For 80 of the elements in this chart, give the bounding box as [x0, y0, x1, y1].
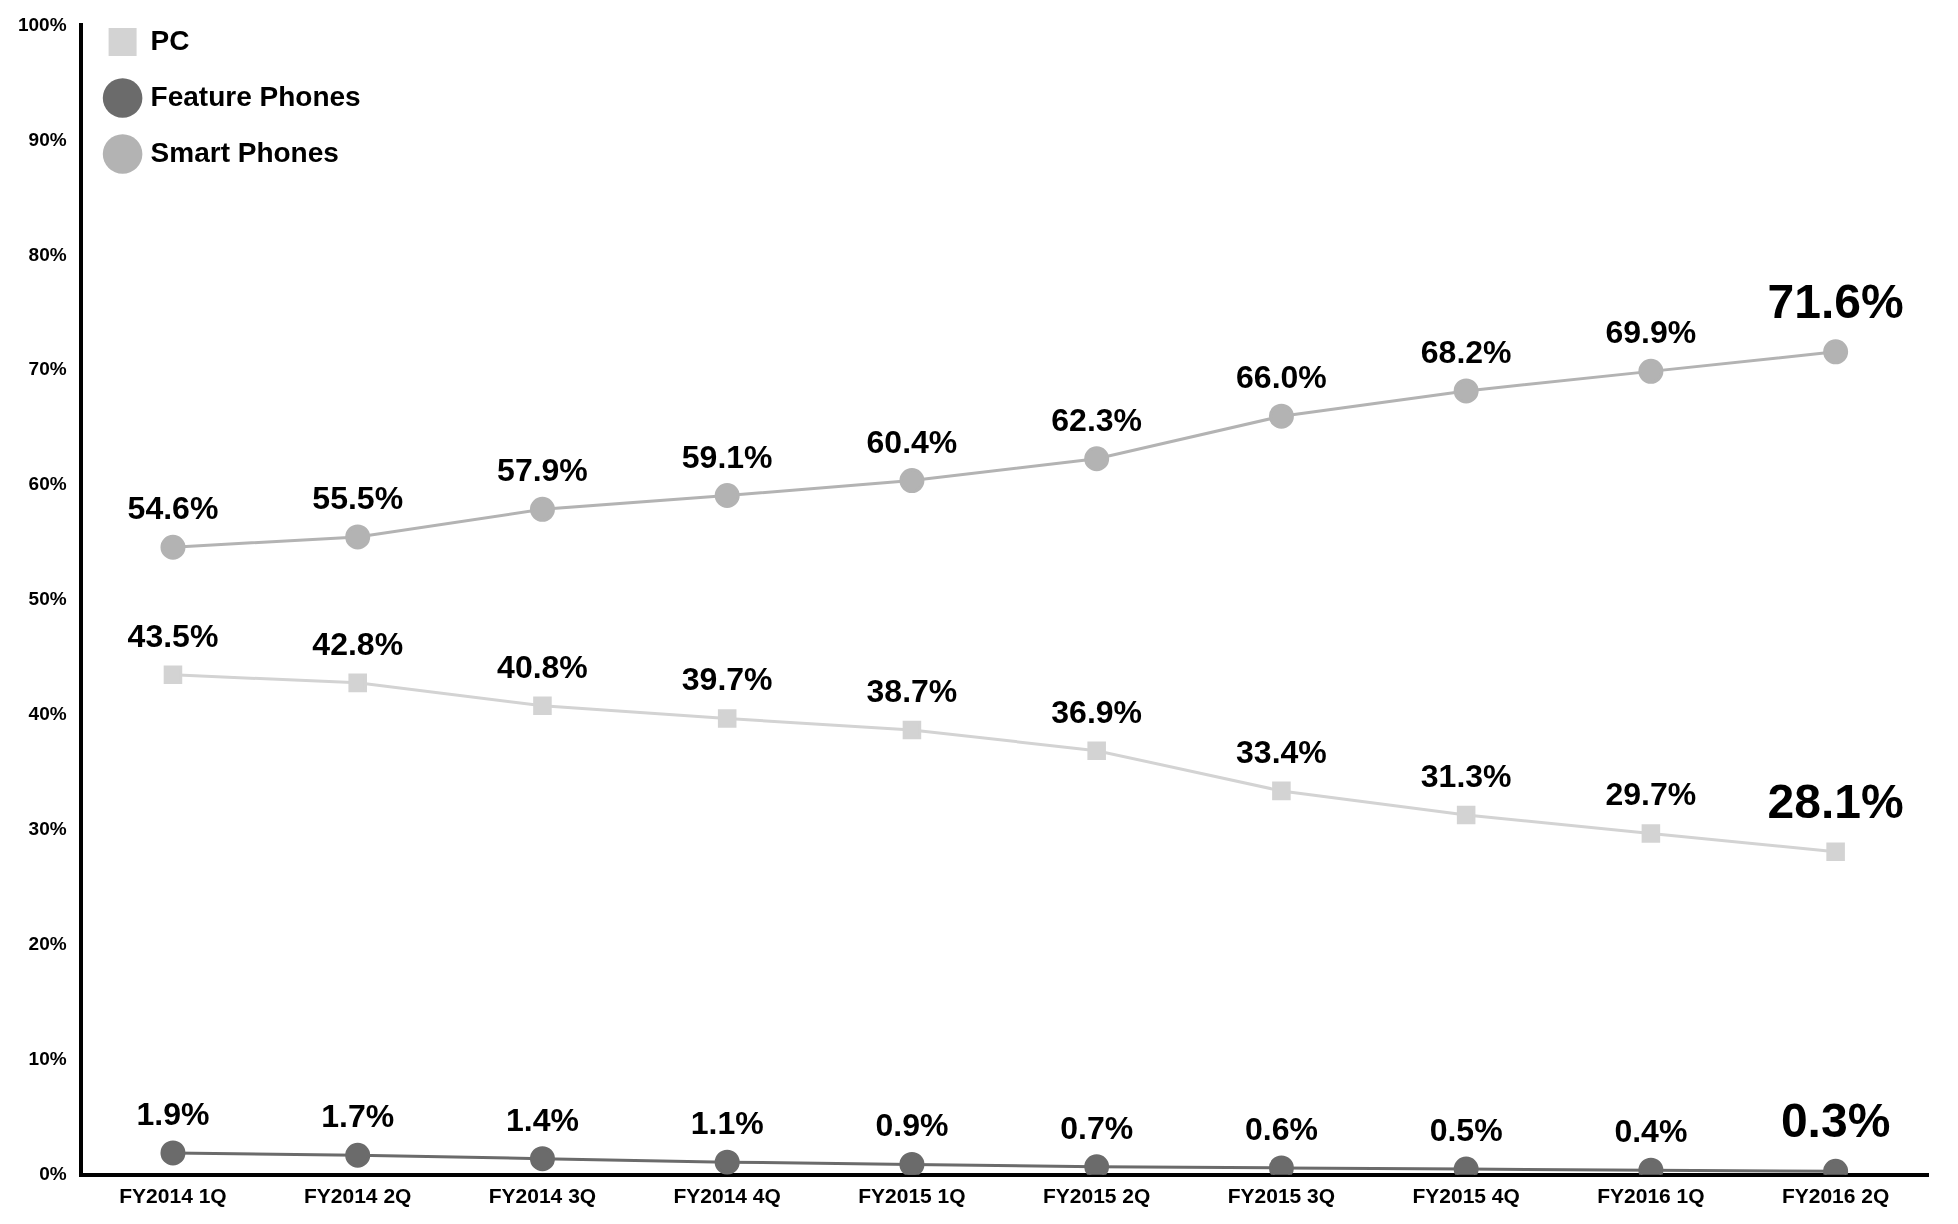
point [1641, 824, 1661, 843]
point [160, 534, 186, 560]
point [902, 720, 922, 740]
point [1456, 805, 1476, 825]
point [1087, 741, 1106, 760]
point [1453, 378, 1479, 404]
point [1268, 403, 1294, 429]
data-label: 1.1% [690, 1105, 764, 1142]
data-label: 1.9% [136, 1095, 210, 1132]
point [899, 468, 925, 494]
y-tick-label: 30% [28, 818, 67, 840]
data-label: 69.9% [1605, 314, 1697, 351]
data-label: 1.7% [321, 1098, 395, 1135]
legend-label: Feature Phones [150, 80, 361, 112]
x-tick-label: FY2014 3Q [488, 1184, 597, 1208]
y-tick-label: 90% [28, 128, 67, 150]
y-tick-label: 10% [28, 1048, 67, 1070]
x-tick-label: FY2016 1Q [1597, 1184, 1705, 1208]
data-label: 71.6% [1767, 274, 1904, 328]
point [529, 496, 555, 522]
x-tick-label: FY2014 4Q [673, 1184, 781, 1208]
data-label: 57.9% [497, 452, 588, 489]
data-label: 39.7% [681, 661, 773, 698]
data-label: 68.2% [1420, 333, 1512, 370]
point [529, 1146, 555, 1172]
x-tick-label: FY2015 4Q [1412, 1184, 1520, 1208]
y-tick-label: 80% [28, 243, 67, 265]
data-label: 54.6% [127, 490, 219, 527]
point [1084, 446, 1110, 472]
point [163, 665, 183, 685]
point [717, 709, 737, 728]
data-label: 0.6% [1244, 1110, 1318, 1147]
data-label: 0.4% [1614, 1113, 1688, 1150]
data-label: 62.3% [1051, 401, 1143, 438]
data-label: 0.5% [1429, 1112, 1503, 1149]
y-tick-label: 50% [28, 588, 67, 610]
data-label: 0.7% [1060, 1109, 1134, 1146]
point [345, 524, 371, 550]
x-tick-label: FY2015 3Q [1227, 1184, 1336, 1208]
data-label: 66.0% [1236, 359, 1327, 396]
point [899, 1151, 925, 1175]
data-label: 33.4% [1236, 733, 1327, 770]
point [160, 1140, 186, 1166]
point [1272, 781, 1291, 801]
x-tick-label: FY2014 1Q [119, 1184, 227, 1208]
data-label: 42.8% [312, 625, 404, 662]
data-label: 1.4% [505, 1101, 579, 1138]
data-label: 55.5% [312, 479, 404, 516]
data-label: 0.3% [1780, 1094, 1891, 1148]
data-label: 36.9% [1051, 693, 1143, 730]
legend-label: PC [150, 24, 190, 56]
data-label: 31.3% [1420, 758, 1512, 795]
y-tick-label: 100% [17, 13, 67, 35]
y-tick-label: 20% [28, 933, 67, 955]
x-tick-label: FY2014 2Q [304, 1184, 412, 1208]
y-tick-label: 0% [39, 1163, 67, 1185]
point [714, 483, 740, 509]
data-label: 28.1% [1767, 774, 1904, 828]
point [533, 696, 552, 716]
point [1826, 842, 1845, 862]
x-tick-label: FY2015 1Q [858, 1184, 966, 1208]
point [345, 1142, 371, 1168]
point [1084, 1154, 1110, 1175]
data-label: 0.9% [875, 1107, 949, 1144]
point [1823, 339, 1849, 365]
x-tick-label: FY2015 2Q [1042, 1184, 1151, 1208]
data-label: 60.4% [866, 423, 958, 460]
y-tick-label: 70% [28, 358, 67, 380]
y-tick-label: 40% [28, 703, 67, 725]
y-tick-label: 60% [28, 473, 67, 495]
point [714, 1149, 740, 1175]
data-label: 29.7% [1605, 776, 1697, 813]
point [1638, 358, 1664, 384]
data-label: 43.5% [127, 617, 219, 654]
data-label: 38.7% [866, 672, 958, 709]
legend-label: Smart Phones [150, 136, 339, 168]
data-label: 59.1% [681, 438, 773, 475]
data-label: 40.8% [497, 648, 588, 685]
x-tick-label: FY2016 2Q [1781, 1184, 1890, 1208]
point [348, 673, 367, 693]
